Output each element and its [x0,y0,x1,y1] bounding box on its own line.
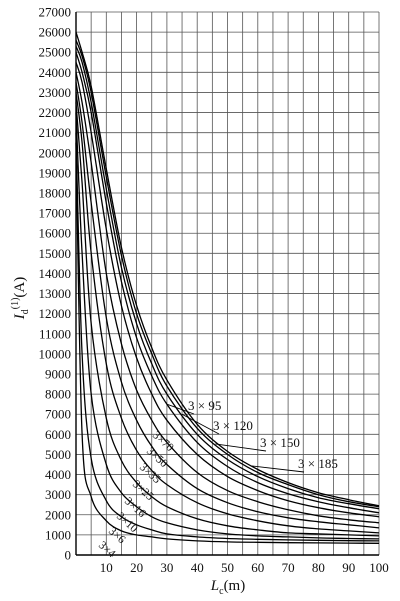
y-tick-label: 5000 [45,447,71,462]
series-line-3x185 [75,31,380,507]
y-tick-label: 20000 [39,145,72,160]
y-tick-label: 10000 [39,346,72,361]
x-tick-label: 40 [191,560,204,575]
y-tick-label: 21000 [39,125,72,140]
series-line-3x4 [75,142,380,544]
series-line-3x150 [75,39,380,508]
y-tick-label: 12000 [39,306,72,321]
label-leader [251,465,305,473]
y-tick-label: 7000 [45,407,71,422]
y-tick-label: 19000 [39,165,72,180]
label-leader [215,443,267,452]
y-tick-label: 4000 [45,467,71,482]
y-tick-label: 11000 [39,326,71,341]
series-lines [75,31,380,544]
x-tick-label: 60 [251,560,264,575]
y-tick-label: 9000 [45,367,71,382]
y-tick-label: 25000 [39,45,72,60]
y-tick-label: 6000 [45,427,71,442]
curve-label-3x4: 3×4 [96,539,118,560]
y-tick-label: 15000 [39,246,72,261]
y-tick-label: 8000 [45,387,71,402]
y-tick-label: 22000 [39,105,72,120]
x-tick-label: 30 [160,560,173,575]
label-leaders [166,403,305,473]
tick-labels: 0 1000 2000 3000 4000 5000 6000 7000 8000 9000 100… [39,5,389,576]
y-tick-label: 3000 [45,487,71,502]
label-leader [181,413,220,435]
y-tick-label: 14000 [39,266,72,281]
label-leader [166,403,195,415]
y-tick-label: 18000 [39,186,72,201]
y-tick-label: 16000 [39,226,72,241]
y-tick-label: 13000 [39,286,72,301]
y-tick-label: 17000 [39,206,72,221]
x-tick-label: 20 [130,560,143,575]
y-axis-title: Id(1)(A) [10,277,31,321]
y-tick-label: 26000 [39,25,72,40]
x-tick-label: 10 [100,560,113,575]
curve-label-3x150: 3 × 150 [260,435,300,450]
curve-label-3x120: 3 × 120 [213,418,253,433]
y-tick-label: 0 [65,548,72,563]
series-line-3x50 [75,72,380,524]
series-line-3x16 [75,102,380,537]
x-tick-label: 50 [221,560,234,575]
x-axis-title: Lc(m) [210,578,245,596]
y-tick-label: 23000 [39,85,72,100]
grid [75,11,380,556]
series-line-3x95 [75,52,380,514]
y-tick-label: 27000 [39,5,72,20]
y-tick-label: 24000 [39,65,72,80]
x-tick-label: 70 [282,560,295,575]
y-tick-label: 2000 [45,507,71,522]
curve-label-3x185: 3 × 185 [298,456,338,471]
x-tick-label: 90 [342,560,355,575]
x-tick-label: 100 [369,560,389,575]
series-line-3x25 [75,92,380,534]
series-line-3x70 [75,62,380,518]
series-line-3x10 [75,112,380,540]
curve-label-3x95: 3 × 95 [188,398,221,413]
series-line-3x35 [75,82,380,529]
x-tick-label: 80 [312,560,325,575]
series-line-3x120 [75,45,380,510]
y-tick-label: 1000 [45,527,71,542]
series-line-3x6 [75,132,380,542]
